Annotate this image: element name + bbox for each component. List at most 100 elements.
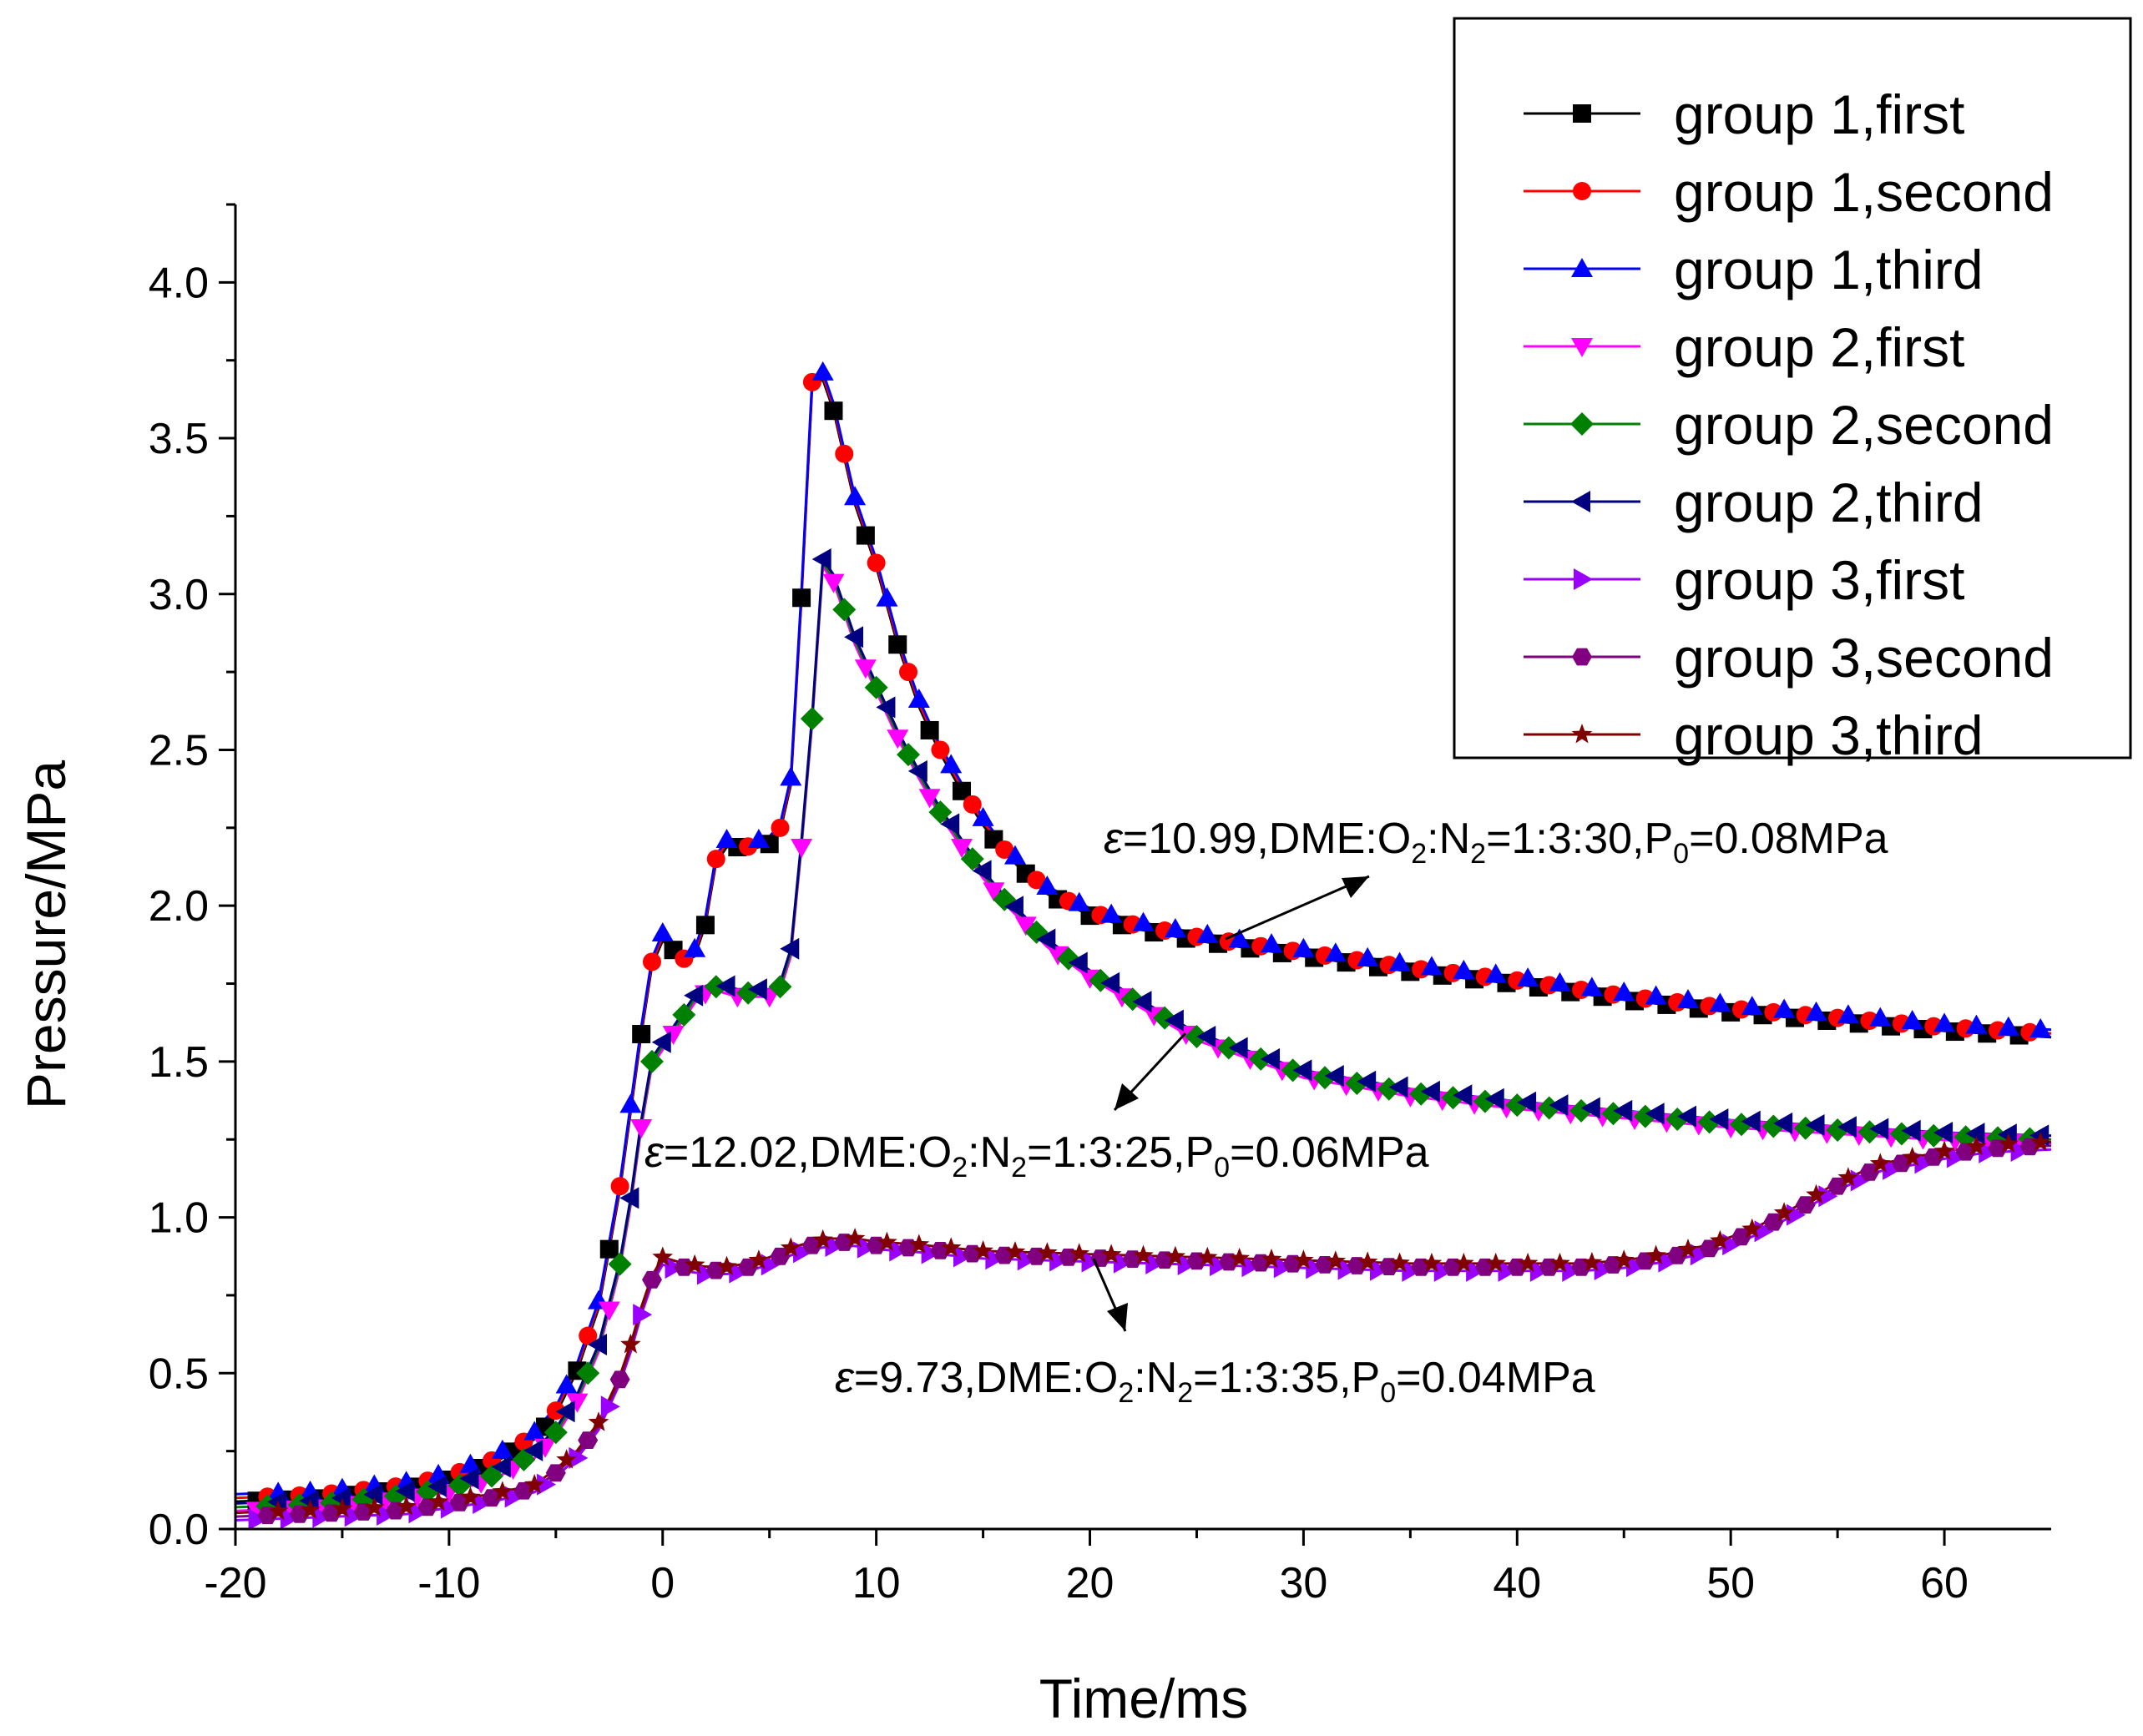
x-tick-label: 30 bbox=[1279, 1559, 1327, 1607]
annotation-arrowhead-group-1 bbox=[1342, 876, 1369, 898]
annotation-group-3: ε=9.73,DME:O2:N2=1:3:35,P0=0.04MPa bbox=[835, 1354, 1595, 1409]
data-point-triangle-down bbox=[1014, 916, 1037, 936]
data-point-circle bbox=[899, 663, 918, 682]
data-point-triangle-right bbox=[280, 1507, 300, 1530]
data-point-triangle-up bbox=[1901, 1009, 1923, 1029]
legend-marker bbox=[1571, 258, 1593, 277]
data-point-triangle-left bbox=[780, 937, 800, 960]
data-point-triangle-left bbox=[715, 975, 735, 997]
data-point-triangle-right bbox=[889, 1239, 909, 1262]
data-point-triangle-up bbox=[1869, 1007, 1892, 1027]
data-point-triangle-right bbox=[1979, 1141, 1999, 1163]
data-point-triangle-left bbox=[1837, 1116, 1857, 1138]
annotation-arrowhead-group-2 bbox=[1114, 1083, 1139, 1110]
data-point-triangle-right bbox=[1145, 1252, 1165, 1274]
legend-label: group 2,second bbox=[1674, 394, 2054, 456]
data-point-triangle-right bbox=[1529, 1259, 1549, 1282]
legend-label: group 2,third bbox=[1674, 472, 1984, 533]
data-point-triangle-up bbox=[1420, 956, 1443, 976]
y-tick-label: 3.0 bbox=[149, 571, 209, 619]
data-point-star bbox=[1902, 1146, 1923, 1167]
data-point-triangle-up bbox=[1677, 988, 1699, 1008]
data-point-circle bbox=[771, 818, 790, 837]
data-point-triangle-down bbox=[887, 729, 909, 749]
data-point-triangle-up bbox=[747, 829, 770, 849]
data-point-triangle-up bbox=[1709, 992, 1731, 1012]
x-tick-label: 50 bbox=[1706, 1559, 1755, 1607]
data-point-triangle-left bbox=[267, 1491, 287, 1513]
legend-item-7: group 3,first bbox=[1524, 549, 1965, 611]
legend-label: group 3,first bbox=[1674, 549, 1965, 611]
legend-item-1: group 1,first bbox=[1524, 83, 1965, 145]
data-point-hexagon bbox=[770, 1247, 791, 1265]
data-point-star bbox=[1485, 1252, 1507, 1273]
data-point-triangle-up bbox=[1645, 985, 1667, 1005]
data-point-hexagon bbox=[449, 1493, 470, 1511]
data-point-triangle-down bbox=[791, 838, 813, 858]
annotation-group-2-sub-o2: 2 bbox=[952, 1152, 968, 1183]
legend-label: group 1,third bbox=[1674, 239, 1984, 300]
data-point-star bbox=[908, 1234, 930, 1254]
annotation-group-3-prefix: =9.73,DME:O bbox=[854, 1354, 1118, 1402]
data-point-diamond bbox=[897, 743, 921, 767]
legend-item-2: group 1,second bbox=[1524, 161, 2054, 223]
data-point-triangle-down bbox=[983, 882, 1005, 902]
data-point-triangle-left bbox=[1164, 1009, 1184, 1032]
data-point-star bbox=[523, 1474, 545, 1494]
series-markers-6 bbox=[267, 548, 2049, 1513]
legend-item-8: group 3,second bbox=[1524, 627, 2054, 689]
data-point-triangle-left bbox=[619, 1187, 639, 1209]
data-point-star bbox=[940, 1237, 962, 1257]
data-point-triangle-right bbox=[600, 1395, 620, 1418]
data-point-triangle-up bbox=[715, 829, 738, 849]
data-point-star bbox=[652, 1246, 674, 1266]
data-point-triangle-left bbox=[1549, 1094, 1569, 1117]
legend-item-5: group 2,second bbox=[1524, 394, 2054, 456]
data-point-triangle-up bbox=[1517, 967, 1539, 987]
legend-marker bbox=[1573, 104, 1591, 123]
data-point-diamond bbox=[639, 1049, 664, 1073]
data-point-triangle-up bbox=[1933, 1012, 1956, 1032]
data-point-hexagon bbox=[1827, 1177, 1848, 1195]
data-point-triangle-down bbox=[951, 838, 973, 858]
legend-item-4: group 2,first bbox=[1524, 316, 1965, 378]
data-point-star bbox=[877, 1231, 897, 1252]
data-point-triangle-left bbox=[747, 978, 767, 1001]
data-point-triangle-up bbox=[1741, 996, 1763, 1016]
data-point-triangle-left bbox=[651, 1031, 671, 1053]
data-point-triangle-up bbox=[1324, 942, 1347, 962]
data-point-star bbox=[748, 1249, 770, 1269]
annotations-layer: ε=10.99,DME:O2:N2=1:3:30,P0=0.08MPa ε=12… bbox=[644, 815, 1888, 1409]
annotation-group-2-sub-n2: 2 bbox=[1011, 1152, 1027, 1183]
data-point-square bbox=[824, 401, 843, 421]
x-tick-label: 20 bbox=[1066, 1559, 1114, 1607]
data-point-triangle-right bbox=[537, 1473, 557, 1496]
data-point-star bbox=[427, 1491, 449, 1511]
data-point-triangle-up bbox=[780, 766, 802, 786]
legend-marker bbox=[1571, 491, 1590, 512]
data-point-hexagon bbox=[1891, 1154, 1912, 1173]
data-point-triangle-down bbox=[854, 659, 877, 679]
data-point-triangle-up bbox=[1003, 845, 1026, 865]
legend-marker bbox=[1573, 182, 1591, 200]
data-point-triangle-right bbox=[1210, 1254, 1230, 1277]
data-point-square bbox=[632, 1025, 651, 1044]
data-point-star bbox=[780, 1237, 801, 1257]
data-point-hexagon bbox=[482, 1489, 503, 1507]
data-point-square bbox=[856, 526, 875, 545]
ticks-layer: -20 -10 0 10 20 30 40 50 600.00.51.01.52.02.53.0… bbox=[149, 203, 1969, 1607]
y-axis-title: Pressure/MPa bbox=[15, 760, 77, 1109]
annotation-group-2-suffix: =0.06MPa bbox=[1230, 1128, 1429, 1177]
data-point-star bbox=[620, 1333, 641, 1354]
data-point-triangle-up bbox=[2029, 1018, 2052, 1038]
data-point-triangle-left bbox=[876, 696, 896, 719]
legend-label: group 3,second bbox=[1674, 627, 2054, 689]
data-point-star bbox=[1517, 1252, 1539, 1273]
data-point-triangle-down bbox=[598, 1301, 620, 1321]
data-point-diamond bbox=[1313, 1066, 1337, 1090]
y-tick-label: 1.5 bbox=[149, 1038, 209, 1087]
data-point-star bbox=[1773, 1202, 1795, 1222]
data-point-circle bbox=[835, 444, 854, 463]
data-point-triangle-left bbox=[1965, 1123, 1985, 1145]
